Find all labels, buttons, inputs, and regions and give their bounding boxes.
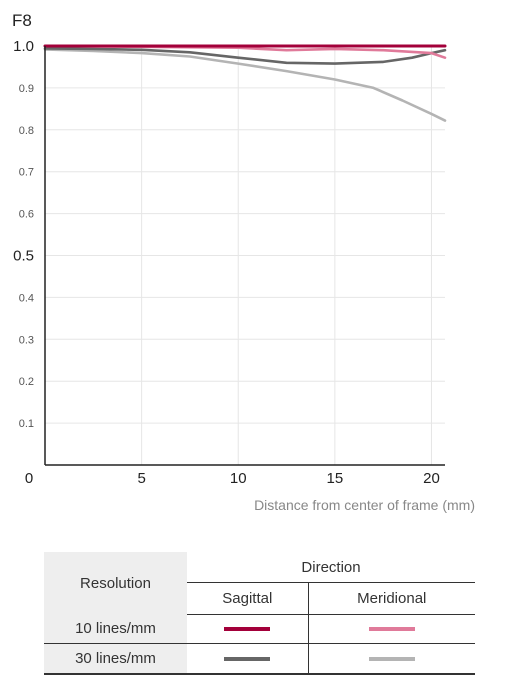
y-tick-label: 0.5 [13, 248, 34, 265]
legend-table: Resolution Direction Sagittal Meridional… [44, 552, 475, 675]
sagittal-30-swatch [224, 657, 271, 662]
row-label-10: 10 lines/mm [44, 614, 187, 644]
x-tick-label: 15 [327, 470, 344, 487]
mtf-chart: 1.0 0.9 0.8 0.7 0.6 0.5 0.4 0.3 0.2 0.1 0 5 10 15 20 F… [12, 11, 475, 513]
legend-row: 10 lines/mm [44, 614, 475, 644]
y-tick-label: 0.9 [19, 83, 34, 95]
x-tick-label: 20 [423, 470, 440, 487]
direction-header: Direction [187, 552, 475, 584]
meridional-30-swatch [368, 657, 415, 662]
grid [45, 45, 445, 465]
row-label-30: 30 lines/mm [44, 643, 187, 675]
meridional-header: Meridional [307, 582, 475, 615]
resolution-header: Resolution [44, 552, 187, 614]
y-tick-label: 0.4 [19, 292, 34, 304]
swatch-cell [187, 643, 309, 675]
y-tick-label: 0.6 [19, 209, 34, 221]
series-line-s30 [43, 47, 447, 65]
x-axis-title: Distance from center of frame (mm) [254, 497, 475, 513]
y-tick-label: 0.3 [19, 334, 34, 346]
y-tick-label: 0.7 [19, 167, 34, 179]
x-tick-label: 10 [230, 470, 247, 487]
series-line-m30 [43, 48, 447, 122]
axes [44, 46, 445, 466]
series-lines [43, 44, 447, 122]
chart-title: F8 [12, 11, 32, 30]
swatch-cell [307, 643, 475, 675]
sagittal-header: Sagittal [187, 582, 309, 615]
x-tick-label: 5 [137, 470, 145, 487]
y-tick-label: 0.2 [19, 376, 34, 388]
swatch-cell [307, 614, 475, 644]
swatch-cell [187, 614, 309, 644]
y-tick-label: 0.1 [19, 418, 34, 430]
sagittal-10-swatch [224, 627, 271, 632]
meridional-10-swatch [368, 627, 415, 632]
legend-row: 30 lines/mm [44, 643, 475, 675]
y-tick-label: 0.8 [19, 125, 34, 137]
x-tick-label: 0 [25, 470, 33, 487]
tick-labels: 1.0 0.9 0.8 0.7 0.6 0.5 0.4 0.3 0.2 0.1 0 5 10 15 20 [13, 38, 440, 487]
y-tick-label: 1.0 [13, 38, 34, 55]
